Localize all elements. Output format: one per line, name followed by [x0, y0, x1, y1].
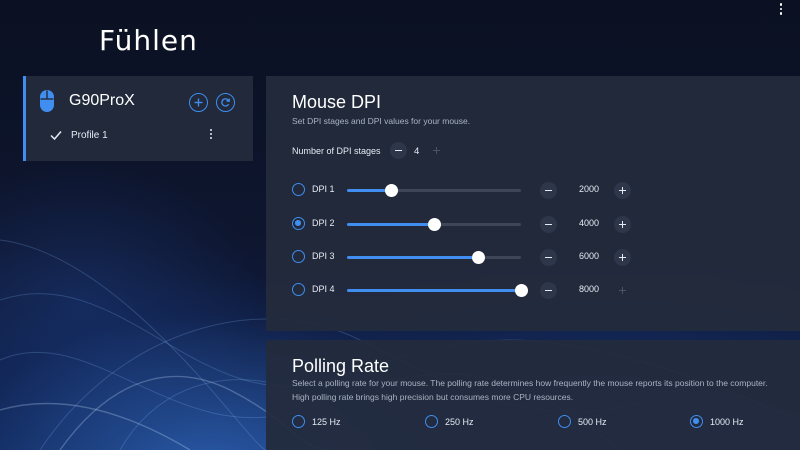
decrease-stages-button[interactable]: [390, 142, 407, 159]
dpi-stage-label: DPI 1: [312, 184, 335, 194]
refresh-icon: [221, 98, 231, 107]
polling-radio[interactable]: [690, 415, 703, 428]
dpi-slider-handle[interactable]: [428, 218, 441, 231]
increase-dpi-button[interactable]: [614, 182, 631, 199]
polling-rate-panel: Polling Rate Select a polling rate for y…: [266, 340, 800, 450]
app-logo: Fühlen: [99, 24, 198, 57]
dpi-slider[interactable]: [347, 184, 521, 197]
dpi-stages-label: Number of DPI stages: [292, 146, 381, 156]
dpi-stage-label: DPI 4: [312, 284, 335, 294]
polling-option-label: 1000 Hz: [710, 417, 744, 427]
dpi-slider-fill: [347, 256, 478, 259]
dpi-value: 6000: [578, 251, 600, 261]
dpi-slider-handle[interactable]: [471, 251, 485, 264]
profile-item[interactable]: Profile 1: [50, 129, 250, 145]
dpi-stage-row: DPI 4 8000: [292, 281, 792, 299]
dpi-section-title: Mouse DPI: [292, 92, 382, 112]
polling-radio[interactable]: [292, 415, 305, 428]
dpi-slider-handle[interactable]: [515, 284, 528, 297]
profile-menu-icon[interactable]: [208, 129, 214, 143]
device-name: G90ProX: [69, 92, 135, 109]
dpi-slider-fill: [347, 223, 434, 226]
add-profile-button[interactable]: [189, 93, 208, 112]
dpi-section-description: Set DPI stages and DPI values for your m…: [292, 116, 471, 126]
dpi-stage-row: DPI 1 2000: [292, 181, 792, 199]
dpi-stage-radio[interactable]: [292, 217, 305, 230]
reset-device-button[interactable]: [216, 93, 235, 112]
dpi-slider-fill: [347, 289, 521, 292]
increase-dpi-button[interactable]: [614, 216, 631, 233]
polling-rate-options: 125 Hz 250 Hz 500 Hz 1000 Hz: [292, 414, 792, 430]
plus-icon: [194, 98, 203, 107]
polling-option-label: 250 Hz: [445, 417, 474, 427]
dpi-stage-label: DPI 3: [312, 251, 335, 261]
window-menu-icon[interactable]: [778, 3, 784, 17]
dpi-stage-radio[interactable]: [292, 250, 305, 263]
dpi-slider-handle[interactable]: [384, 184, 398, 197]
decrease-dpi-button[interactable]: [540, 282, 557, 299]
increase-dpi-button[interactable]: [614, 249, 631, 266]
device-card[interactable]: G90ProX Profile 1: [23, 76, 253, 161]
dpi-stage-row: DPI 3 6000: [292, 248, 792, 266]
polling-radio[interactable]: [425, 415, 438, 428]
dpi-value: 2000: [578, 184, 600, 194]
dpi-stage-label: DPI 2: [312, 218, 335, 228]
increase-dpi-button[interactable]: [614, 282, 631, 299]
polling-section-description: Select a polling rate for your mouse. Th…: [292, 378, 768, 402]
mouse-icon: [40, 90, 54, 112]
polling-radio[interactable]: [558, 415, 571, 428]
decrease-dpi-button[interactable]: [540, 182, 557, 199]
polling-section-title: Polling Rate: [292, 356, 390, 376]
dpi-slider[interactable]: [347, 218, 521, 231]
check-icon: [50, 131, 62, 141]
dpi-slider[interactable]: [347, 251, 521, 264]
dpi-slider[interactable]: [347, 284, 528, 297]
dpi-stages-value: 4: [414, 146, 420, 157]
dpi-stage-radio[interactable]: [292, 283, 305, 296]
increase-stages-button[interactable]: [428, 142, 445, 159]
dpi-stage-radio[interactable]: [292, 183, 305, 196]
dpi-value: 8000: [578, 284, 600, 294]
polling-option-label: 125 Hz: [312, 417, 341, 427]
polling-option-label: 500 Hz: [578, 417, 607, 427]
decrease-dpi-button[interactable]: [540, 216, 557, 233]
dpi-stage-row: DPI 2 4000: [292, 215, 792, 233]
profile-label: Profile 1: [71, 130, 108, 141]
dpi-slider-fill: [347, 189, 391, 192]
decrease-dpi-button[interactable]: [540, 249, 557, 266]
dpi-value: 4000: [578, 218, 600, 228]
mouse-dpi-panel: Mouse DPI Set DPI stages and DPI values …: [266, 76, 800, 331]
